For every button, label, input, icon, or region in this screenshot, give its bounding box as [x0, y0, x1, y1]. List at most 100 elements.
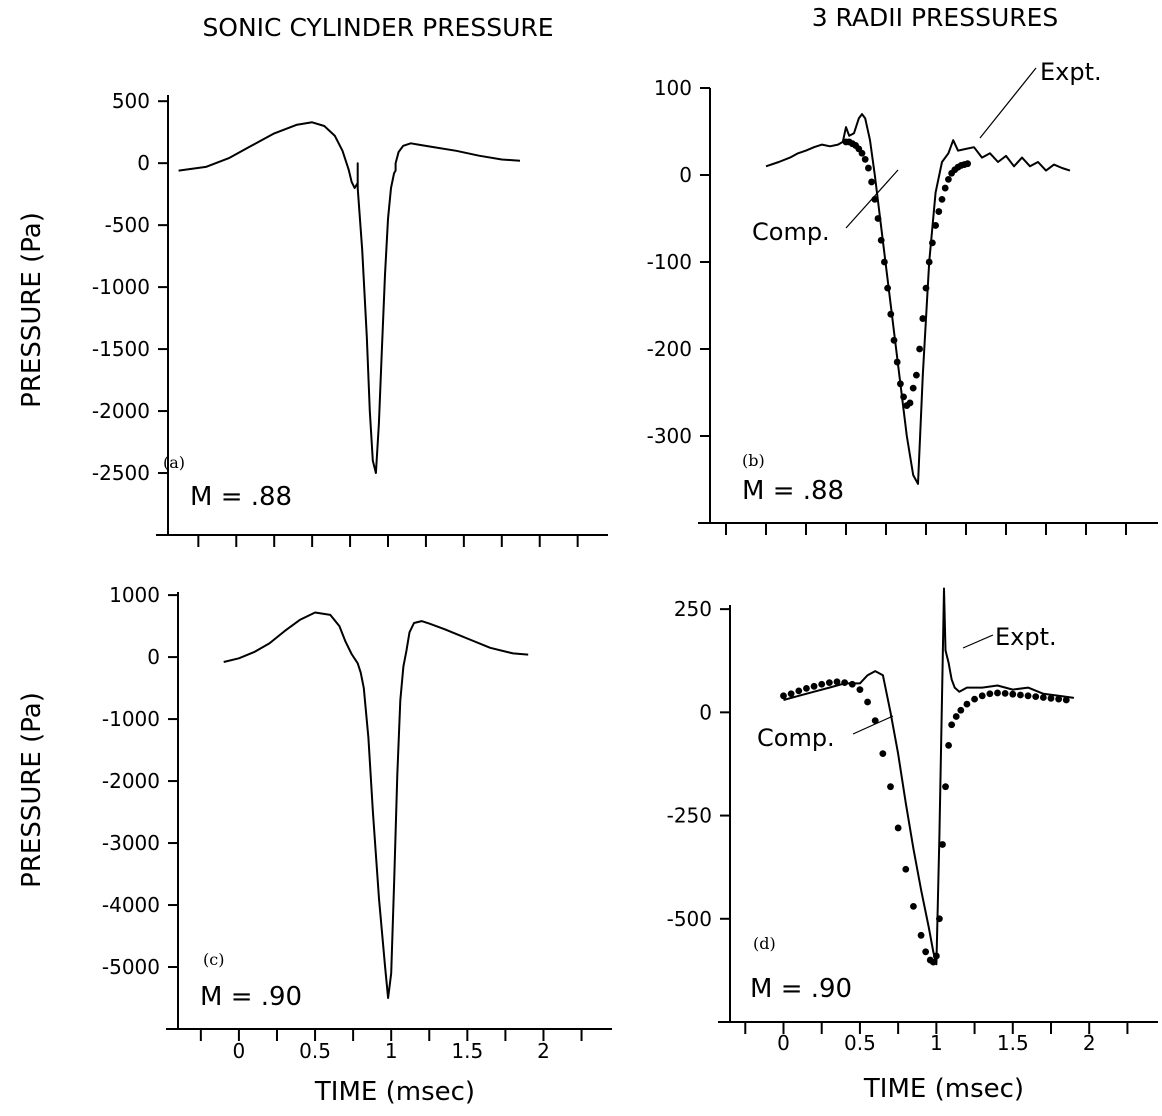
comp-data-point — [1024, 692, 1032, 700]
comp-data-point — [978, 692, 986, 700]
y-tick-label: -1000 — [102, 707, 160, 731]
chart-panel-c: 1000 0 -1000 -2000 -3000 -4000 -5000 0 0.5 1 1.5 2 P… — [17, 583, 612, 1107]
y-tick-label: -5000 — [102, 955, 160, 979]
comp-data-point — [948, 721, 956, 729]
y-tick-label: -2000 — [102, 769, 160, 793]
comp-data-point — [941, 184, 949, 192]
y-tick-label: 0 — [679, 163, 692, 187]
y-axis-label: PRESSURE (Pa) — [17, 692, 47, 888]
comp-leader-line — [852, 715, 894, 735]
comp-label: Comp. — [757, 724, 835, 752]
y-tick-label: -500 — [667, 907, 712, 931]
expt-series-line — [783, 587, 1075, 966]
comp-data-point — [868, 178, 875, 186]
panel-letter: (d) — [753, 934, 776, 953]
comp-label: Comp. — [752, 218, 830, 246]
comp-data-point — [881, 258, 888, 266]
mach-number-label: M = .90 — [200, 982, 302, 1012]
y-tick-label: -500 — [105, 213, 150, 237]
comp-data-point — [1039, 694, 1047, 701]
expt-label: Expt. — [995, 623, 1057, 651]
y-tick-label: 0 — [699, 700, 712, 724]
column-title-right: 3 RADII PRESSURES — [812, 3, 1059, 32]
x-tick-label: 0.5 — [844, 1031, 876, 1055]
comp-data-point — [1032, 693, 1040, 701]
comp-data-point — [1017, 691, 1024, 699]
x-tick-label: 2 — [537, 1039, 550, 1063]
x-tick-label: 0.5 — [299, 1039, 331, 1063]
column-title-left: SONIC CYLINDER PRESSURE — [202, 13, 553, 42]
chart-panel-d: 250 0 -250 -500 0 0.5 1 1.5 2 TIME (msec) (d) M = .… — [667, 587, 1158, 1104]
mach-number-label: M = .90 — [750, 974, 852, 1004]
y-tick-label: 0 — [137, 151, 150, 175]
comp-data-point — [917, 931, 925, 939]
y-tick-label: 1000 — [109, 583, 160, 607]
comp-data-point — [963, 700, 971, 708]
comp-data-point — [916, 345, 923, 353]
comp-data-point — [810, 682, 818, 690]
expt-series-line — [765, 113, 1071, 485]
x-tick-label: 1.5 — [997, 1031, 1029, 1055]
comp-data-point — [919, 315, 927, 322]
comp-data-point — [938, 195, 946, 203]
comp-data-point — [942, 783, 949, 791]
pressure-series-line — [178, 121, 521, 474]
comp-data-point — [1001, 689, 1009, 697]
comp-data-point — [913, 371, 920, 379]
expt-label: Expt. — [1040, 58, 1102, 86]
comp-data-point — [986, 690, 994, 698]
comp-data-point — [894, 824, 902, 832]
comp-leader-line — [845, 169, 899, 229]
mach-number-label: M = .88 — [190, 482, 292, 512]
comp-data-point — [906, 399, 914, 407]
y-tick-label: 500 — [112, 89, 150, 113]
y-tick-label: -2000 — [92, 399, 150, 423]
comp-data-point — [858, 149, 866, 157]
comp-data-point — [1055, 695, 1063, 703]
y-tick-label: -200 — [647, 337, 692, 361]
comp-data-point — [929, 239, 936, 247]
comp-data-point — [952, 713, 960, 720]
panel-letter: (c) — [203, 950, 224, 969]
comp-data-point — [909, 384, 917, 392]
comp-data-point — [935, 208, 943, 215]
y-axis-label: PRESSURE (Pa) — [17, 212, 47, 408]
comp-data-point — [871, 717, 879, 725]
comp-data-point — [929, 958, 937, 966]
comp-data-point — [925, 258, 933, 266]
comp-data-point — [1062, 696, 1070, 704]
y-tick-label: 0 — [147, 645, 160, 669]
chart-panel-b: 100 0 -100 -200 -300 (b) M = .88 Expt. Comp. — [647, 58, 1158, 535]
y-tick-label: -300 — [647, 424, 692, 448]
comp-data-point — [864, 698, 871, 706]
comp-data-point — [874, 215, 882, 222]
comp-data-point — [787, 690, 795, 698]
comp-data-point — [803, 685, 810, 692]
comp-data-point — [879, 750, 887, 758]
x-axis-label: TIME (msec) — [863, 1074, 1024, 1104]
x-tick-label: 0 — [777, 1031, 790, 1055]
panel-letter: (a) — [163, 453, 185, 472]
y-tick-label: -100 — [647, 250, 692, 274]
y-tick-label: -1500 — [92, 337, 150, 361]
comp-data-point — [957, 706, 965, 714]
panel-letter: (b) — [742, 451, 765, 470]
comp-data-point — [865, 164, 872, 172]
comp-data-point — [856, 686, 864, 694]
expt-leader-line — [962, 634, 994, 649]
y-tick-label: 250 — [674, 597, 712, 621]
comp-data-point — [922, 284, 930, 292]
comp-data-point — [910, 902, 917, 910]
comp-data-point — [884, 284, 891, 292]
comp-data-point — [1047, 694, 1055, 702]
comp-data-point — [861, 155, 869, 163]
x-axis-label: TIME (msec) — [314, 1077, 475, 1107]
comp-data-point — [818, 680, 826, 688]
comp-data-point — [848, 680, 856, 688]
x-tick-label: 1 — [930, 1031, 943, 1055]
x-tick-label: 1.5 — [451, 1039, 483, 1063]
comp-data-point — [900, 393, 907, 401]
x-tick-label: 2 — [1083, 1031, 1096, 1055]
comp-data-point — [780, 692, 787, 700]
